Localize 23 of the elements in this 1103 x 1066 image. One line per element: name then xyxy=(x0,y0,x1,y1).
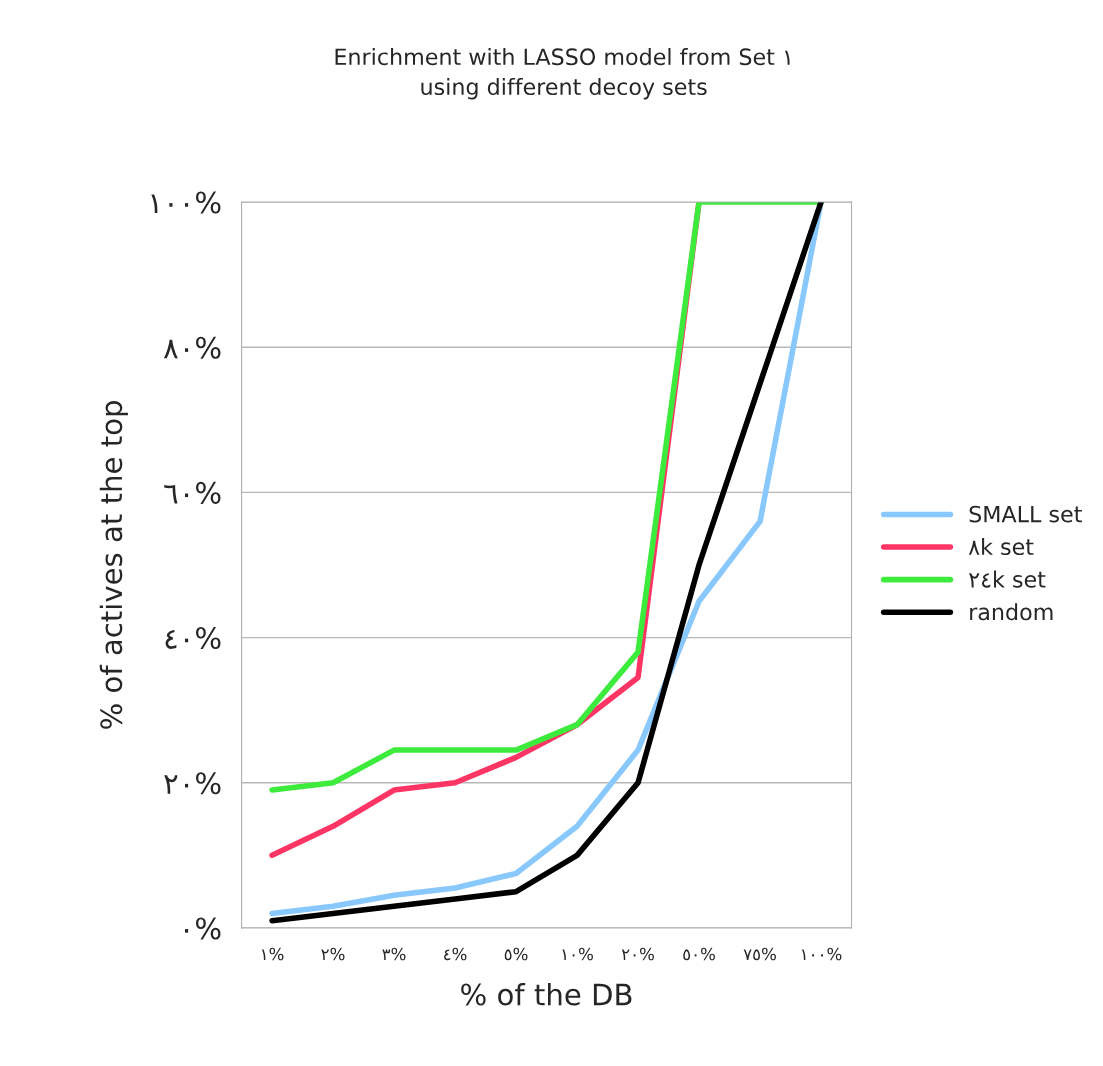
chart-title: Enrichment with LASSO model from Set ١ using different decoy sets xyxy=(335,47,790,100)
x-tick-label: ٣% xyxy=(382,947,406,961)
x-axis-title: % of the DB xyxy=(461,982,632,1006)
x-tick-label: ٥٠% xyxy=(683,947,715,961)
x-tick-label: ٢% xyxy=(321,947,345,961)
y-tick-label: ٦٠% xyxy=(164,481,221,504)
legend-label: ٢٤k set xyxy=(969,570,1046,588)
legend-label: ٨k set xyxy=(968,537,1034,556)
y-tick-label: ٨٠% xyxy=(163,336,221,359)
x-tick-label: ٤% xyxy=(444,947,467,961)
x-tick-label: ٧٥% xyxy=(743,947,776,961)
legend-label: SMALL set xyxy=(969,505,1082,523)
y-tick-label: ٢٠% xyxy=(164,772,221,795)
y-tick-label: ٤٠% xyxy=(165,627,221,650)
y-axis-title: % of actives at the top xyxy=(99,401,128,729)
x-tick-label: ١% xyxy=(261,947,284,961)
x-tick-label: ١٠٠% xyxy=(801,947,842,961)
x-tick-label: ١٠% xyxy=(562,947,593,961)
x-tick-label: ٥% xyxy=(504,947,528,961)
legend-label: random xyxy=(970,603,1053,621)
x-tick-label: ٢٠% xyxy=(621,947,654,961)
y-tick-label: ١٠٠% xyxy=(151,191,221,214)
y-tick-label: ٠% xyxy=(185,917,221,940)
